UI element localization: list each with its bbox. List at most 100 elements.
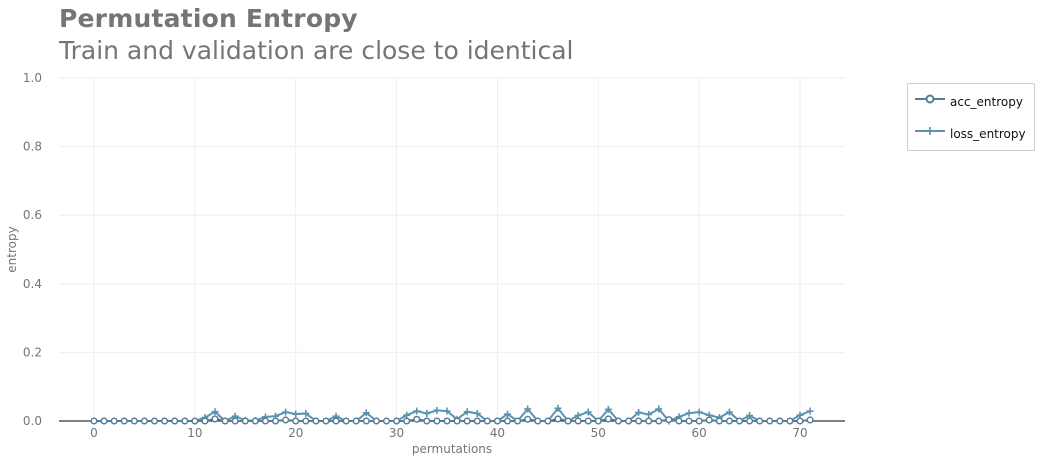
data-point-acc_entropy bbox=[796, 417, 804, 425]
data-point-acc_entropy bbox=[110, 417, 118, 425]
y-tick-label: 0.4 bbox=[23, 277, 42, 291]
data-point-loss_entropy bbox=[413, 407, 421, 415]
data-point-loss_entropy bbox=[463, 408, 471, 416]
data-point-acc_entropy bbox=[503, 417, 512, 425]
plus-marker-icon bbox=[915, 127, 945, 135]
data-point-acc_entropy bbox=[372, 417, 380, 425]
data-point-acc_entropy bbox=[100, 417, 108, 425]
legend-label-loss-entropy: loss_entropy bbox=[950, 127, 1026, 141]
data-point-acc_entropy bbox=[766, 417, 774, 425]
data-point-acc_entropy bbox=[725, 417, 733, 425]
data-point-acc_entropy bbox=[130, 417, 138, 425]
data-point-loss_entropy bbox=[433, 406, 441, 414]
y-tick-label: 0.0 bbox=[23, 414, 42, 428]
data-point-acc_entropy bbox=[614, 417, 623, 425]
data-point-acc_entropy bbox=[776, 417, 784, 425]
data-point-acc_entropy bbox=[594, 417, 602, 425]
legend-label-acc-entropy: acc_entropy bbox=[950, 95, 1023, 109]
x-tick-label: 10 bbox=[187, 426, 202, 440]
data-point-acc_entropy bbox=[574, 417, 582, 425]
data-point-acc_entropy bbox=[584, 417, 592, 425]
data-point-acc_entropy bbox=[635, 417, 643, 425]
data-point-acc_entropy bbox=[806, 416, 814, 424]
data-point-acc_entropy bbox=[282, 416, 290, 424]
data-point-loss_entropy bbox=[302, 409, 310, 417]
data-point-loss_entropy bbox=[635, 408, 643, 416]
legend-item-loss-entropy[interactable]: loss_entropy bbox=[913, 123, 1033, 143]
data-point-acc_entropy bbox=[150, 417, 159, 425]
data-point-acc_entropy bbox=[756, 417, 764, 425]
data-point-acc_entropy bbox=[463, 417, 471, 425]
data-point-acc_entropy bbox=[735, 417, 744, 425]
legend-item-acc-entropy[interactable]: acc_entropy bbox=[913, 91, 1033, 111]
data-point-acc_entropy bbox=[161, 417, 169, 425]
y-tick-label: 0.2 bbox=[23, 345, 42, 359]
series-line-loss_entropy bbox=[94, 406, 811, 423]
x-tick-label: 70 bbox=[792, 426, 807, 440]
data-point-loss_entropy bbox=[473, 409, 481, 417]
data-point-acc_entropy bbox=[322, 417, 330, 425]
data-point-acc_entropy bbox=[181, 417, 189, 425]
data-point-acc_entropy bbox=[514, 417, 522, 425]
data-point-acc_entropy bbox=[473, 417, 481, 425]
y-tick-label: 1.0 bbox=[23, 71, 42, 85]
data-point-acc_entropy bbox=[786, 417, 794, 425]
data-point-loss_entropy bbox=[685, 409, 693, 417]
data-point-loss_entropy bbox=[645, 410, 653, 418]
data-point-loss_entropy bbox=[655, 405, 663, 413]
data-point-loss_entropy bbox=[554, 404, 562, 412]
data-point-acc_entropy bbox=[352, 417, 360, 425]
data-point-acc_entropy bbox=[171, 417, 179, 425]
data-point-acc_entropy bbox=[443, 417, 451, 425]
data-point-acc_entropy bbox=[524, 415, 532, 423]
circle-marker-icon bbox=[915, 94, 945, 104]
chart-subtitle: Train and validation are close to identi… bbox=[59, 36, 574, 65]
data-point-acc_entropy bbox=[261, 417, 270, 425]
data-point-loss_entropy bbox=[806, 407, 814, 415]
series-layer bbox=[90, 404, 814, 425]
data-point-acc_entropy bbox=[271, 417, 280, 425]
data-point-acc_entropy bbox=[342, 417, 350, 425]
x-tick-label: 20 bbox=[288, 426, 303, 440]
data-point-acc_entropy bbox=[685, 417, 693, 425]
data-point-loss_entropy bbox=[725, 408, 733, 416]
data-point-acc_entropy bbox=[483, 417, 491, 425]
data-point-loss_entropy bbox=[282, 408, 290, 416]
data-point-acc_entropy bbox=[675, 417, 683, 425]
data-point-loss_entropy bbox=[423, 409, 431, 417]
data-point-acc_entropy bbox=[564, 417, 572, 425]
data-point-acc_entropy bbox=[413, 415, 421, 423]
y-tick-label: 0.8 bbox=[23, 140, 42, 154]
data-point-acc_entropy bbox=[292, 417, 300, 425]
data-point-acc_entropy bbox=[211, 415, 219, 423]
data-point-acc_entropy bbox=[241, 417, 249, 425]
data-point-acc_entropy bbox=[433, 417, 441, 425]
data-point-acc_entropy bbox=[624, 417, 633, 425]
data-point-acc_entropy bbox=[231, 417, 239, 425]
chart-title: Permutation Entropy bbox=[59, 4, 358, 33]
data-point-acc_entropy bbox=[665, 416, 673, 424]
data-point-acc_entropy bbox=[695, 417, 703, 425]
x-tick-label: 40 bbox=[490, 426, 505, 440]
data-point-loss_entropy bbox=[292, 410, 300, 418]
data-point-acc_entropy bbox=[120, 417, 128, 425]
x-tick-label: 50 bbox=[591, 426, 606, 440]
data-point-loss_entropy bbox=[584, 408, 592, 416]
data-point-loss_entropy bbox=[604, 405, 612, 413]
data-point-loss_entropy bbox=[695, 408, 703, 416]
data-point-acc_entropy bbox=[655, 417, 663, 425]
axes: 0.0 0.2 0.4 0.6 0.8 1.0 0 10 20 30 40 50 60 70 bbox=[23, 71, 845, 440]
data-point-acc_entropy bbox=[493, 417, 501, 425]
x-tick-label: 0 bbox=[90, 426, 98, 440]
data-point-acc_entropy bbox=[201, 417, 209, 425]
data-point-loss_entropy bbox=[362, 409, 370, 417]
x-tick-label: 60 bbox=[692, 426, 707, 440]
data-point-acc_entropy bbox=[221, 417, 229, 425]
data-point-loss_entropy bbox=[211, 408, 219, 416]
data-point-acc_entropy bbox=[312, 417, 320, 425]
data-point-acc_entropy bbox=[140, 417, 148, 425]
data-point-acc_entropy bbox=[362, 417, 370, 425]
data-point-acc_entropy bbox=[302, 417, 310, 425]
data-point-acc_entropy bbox=[332, 417, 340, 425]
